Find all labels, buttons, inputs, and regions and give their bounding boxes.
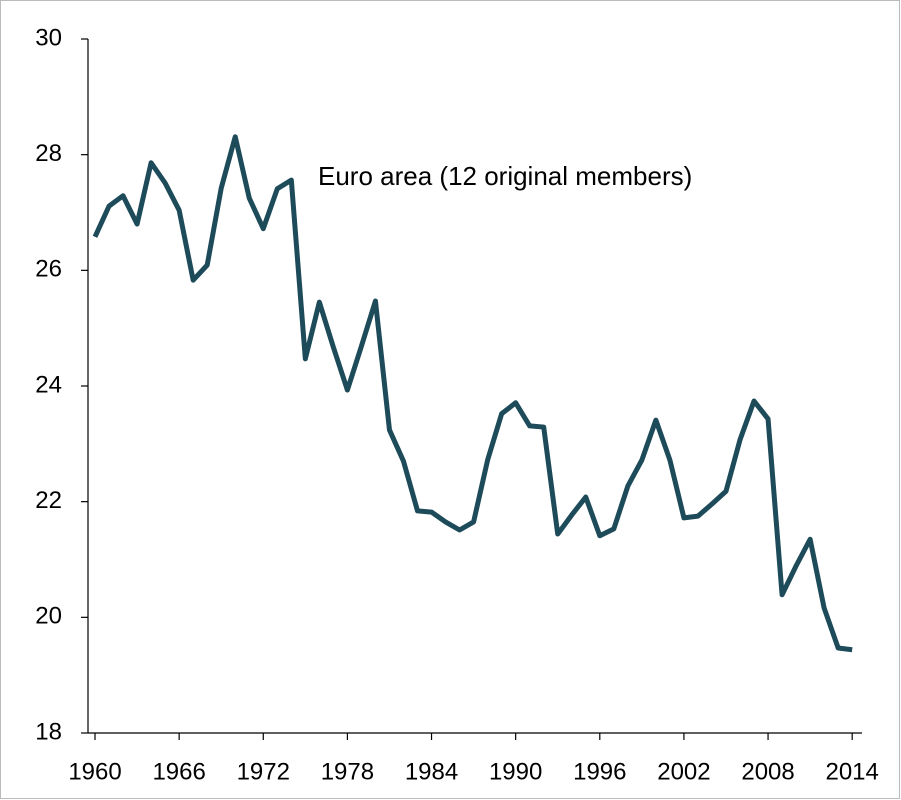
y-tick-label: 22 bbox=[35, 487, 62, 514]
x-tick-label: 1990 bbox=[489, 758, 542, 785]
x-tick-label: 1960 bbox=[68, 758, 121, 785]
x-tick-label: 2014 bbox=[825, 758, 878, 785]
line bbox=[92, 134, 853, 653]
x-tick-label: 1966 bbox=[152, 758, 205, 785]
y-tick-label: 24 bbox=[35, 371, 62, 398]
x-tick-label: 2002 bbox=[657, 758, 710, 785]
y-tick-label: 18 bbox=[35, 718, 62, 745]
x-tick-label: 2008 bbox=[741, 758, 794, 785]
x-tick-label: 1978 bbox=[321, 758, 374, 785]
y-tick-label: 26 bbox=[35, 256, 62, 283]
y-tick-label: 28 bbox=[35, 140, 62, 167]
annotation: Euro area (12 original members) bbox=[318, 161, 692, 191]
x-tick-label: 1972 bbox=[237, 758, 290, 785]
x-tick-label: 1996 bbox=[573, 758, 626, 785]
y-tick-label: 30 bbox=[35, 24, 62, 51]
y-tick-label: 20 bbox=[35, 603, 62, 630]
x-tick-label: 1984 bbox=[405, 758, 458, 785]
